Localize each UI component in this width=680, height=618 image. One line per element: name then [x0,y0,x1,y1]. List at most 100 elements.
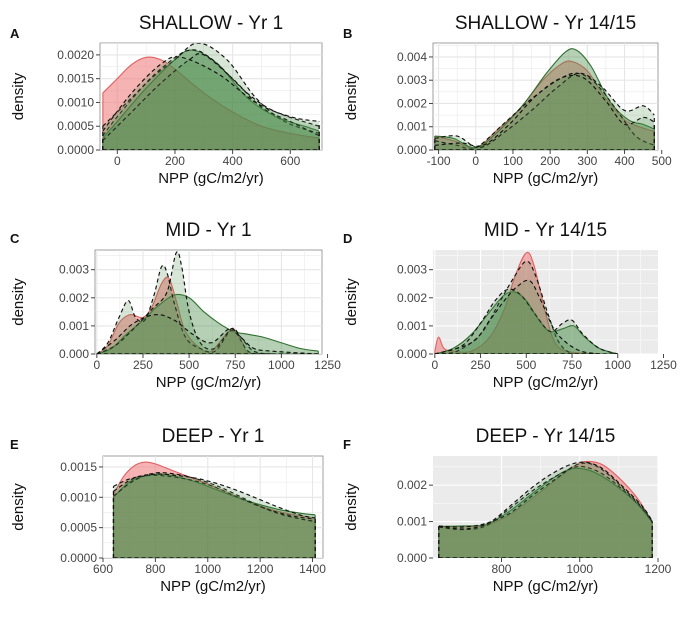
y-tick-label: 0.003 [397,263,427,277]
density-area-dashed2 [434,289,618,354]
density-line-green [96,293,319,354]
y-tick-label: 0.000 [397,551,427,565]
density-area-dashed1 [434,261,600,354]
x-tick-label: 1000 [268,358,295,372]
x-axis-label-B: NPP (gC/m2/yr) [493,170,599,187]
density-line-dashed3 [113,473,316,519]
x-tick-label: 200 [540,154,560,168]
density-area-dashed3 [434,280,600,354]
x-axis-label-F: NPP (gC/m2/yr) [493,578,599,595]
x-tick-label: 1200 [247,562,274,576]
x-tick-label: 0 [114,154,121,168]
y-axis-label-B: density [343,72,360,120]
x-tick-label: 400 [223,154,243,168]
density-area-dashed3 [113,474,316,558]
y-tick-label: 0.003 [59,263,89,277]
density-line-dashed2 [438,462,653,528]
density-curves-A [102,43,320,150]
y-tick-label: 0.0005 [60,521,97,535]
y-tick-label: 0.001 [59,319,89,333]
y-tick-label: 0.000 [397,347,427,361]
density-area-dashed1 [102,43,320,150]
y-axis-label-A: density [10,72,27,120]
y-tick-label: 0.001 [397,319,427,333]
y-tick-label: 0.0000 [60,551,97,565]
y-axis-label-D: density [343,278,360,326]
x-tick-label: 400 [615,154,635,168]
density-area-red [438,461,653,558]
y-tick-label: 0.000 [397,143,427,157]
x-tick-label: 750 [225,358,245,372]
density-area-red [434,252,600,354]
density-area-green [434,291,618,354]
x-tick-label: 0 [431,358,438,372]
x-tick-label: 500 [652,154,672,168]
x-tick-label: 500 [179,358,199,372]
x-tick-label: 600 [280,154,300,168]
density-curves-B [434,48,655,150]
x-tick-label: 800 [145,562,165,576]
density-area-red [96,277,319,354]
density-line-dashed1 [434,260,600,354]
x-tick-label: 200 [165,154,185,168]
y-tick-label: 0.000 [59,347,89,361]
x-tick-label: 0 [472,154,479,168]
panel-letter-E: E [10,437,19,452]
density-area-dashed2 [96,251,273,354]
x-tick-label: 1000 [566,562,593,576]
panel-title-F: DEEP - Yr 14/15 [476,426,616,447]
density-area-green [438,468,653,558]
x-tick-label: 1250 [650,358,677,372]
density-area-red [113,462,316,558]
x-axis-label-A: NPP (gC/m2/yr) [158,170,264,187]
x-tick-label: 750 [562,358,582,372]
panel-title-A: SHALLOW - Yr 1 [139,13,283,34]
density-line-dashed2 [102,49,320,127]
x-tick-label: 0 [94,358,101,372]
density-area-green [113,474,316,558]
x-tick-label: 250 [471,358,491,372]
panel-letter-C: C [10,231,20,246]
density-area-dashed1 [438,466,653,558]
density-area-dashed2 [113,472,316,558]
y-tick-label: 0.0015 [60,460,97,474]
y-axis-label-C: density [10,278,27,326]
y-tick-label: 0.002 [397,478,427,492]
y-axis-label-E: density [10,483,27,531]
x-tick-label: 1250 [314,358,341,372]
density-curves-F [438,460,653,558]
density-curves-C [96,251,319,354]
y-tick-label: 0.0005 [57,119,94,133]
y-tick-label: 0.002 [397,96,427,110]
density-line-dashed1 [438,465,653,531]
density-area-dashed1 [113,475,316,558]
density-area-dashed3 [438,462,653,558]
density-line-dashed3 [96,314,319,354]
density-area-dashed2 [102,49,320,150]
y-tick-label: 0.001 [397,515,427,529]
density-line-dashed2 [113,472,316,523]
x-tick-label: 1000 [194,562,221,576]
x-tick-label: 100 [503,154,523,168]
density-area-dashed3 [102,53,320,150]
density-line-dashed3 [434,279,600,354]
density-area-red [102,57,320,150]
density-area-dashed3 [96,314,319,354]
y-tick-label: 0.0020 [57,48,94,62]
y-tick-label: 0.004 [397,50,427,64]
density-line-dashed4 [102,56,320,132]
x-axis-label-D: NPP (gC/m2/yr) [493,374,599,391]
panel-letter-A: A [10,26,20,41]
y-tick-label: 0.003 [397,73,427,87]
x-tick-label: -100 [427,154,451,168]
density-line-dashed1 [96,264,264,354]
density-area-red [434,61,655,150]
density-area-dashed4 [102,56,320,150]
density-area-green [96,294,319,354]
x-tick-label: 1200 [645,562,672,576]
y-tick-label: 0.0010 [60,490,97,504]
density-line-dashed3 [434,74,655,147]
density-line-dashed1 [102,43,320,137]
x-tick-label: 250 [133,358,153,372]
